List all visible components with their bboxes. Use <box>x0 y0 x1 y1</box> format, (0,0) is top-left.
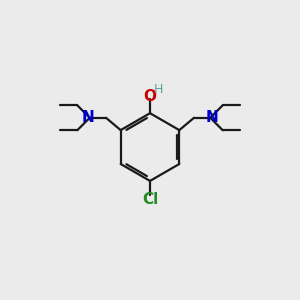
Text: N: N <box>205 110 218 125</box>
Text: O: O <box>143 89 157 104</box>
Text: H: H <box>153 83 163 96</box>
Text: N: N <box>82 110 95 125</box>
Text: Cl: Cl <box>142 192 158 207</box>
